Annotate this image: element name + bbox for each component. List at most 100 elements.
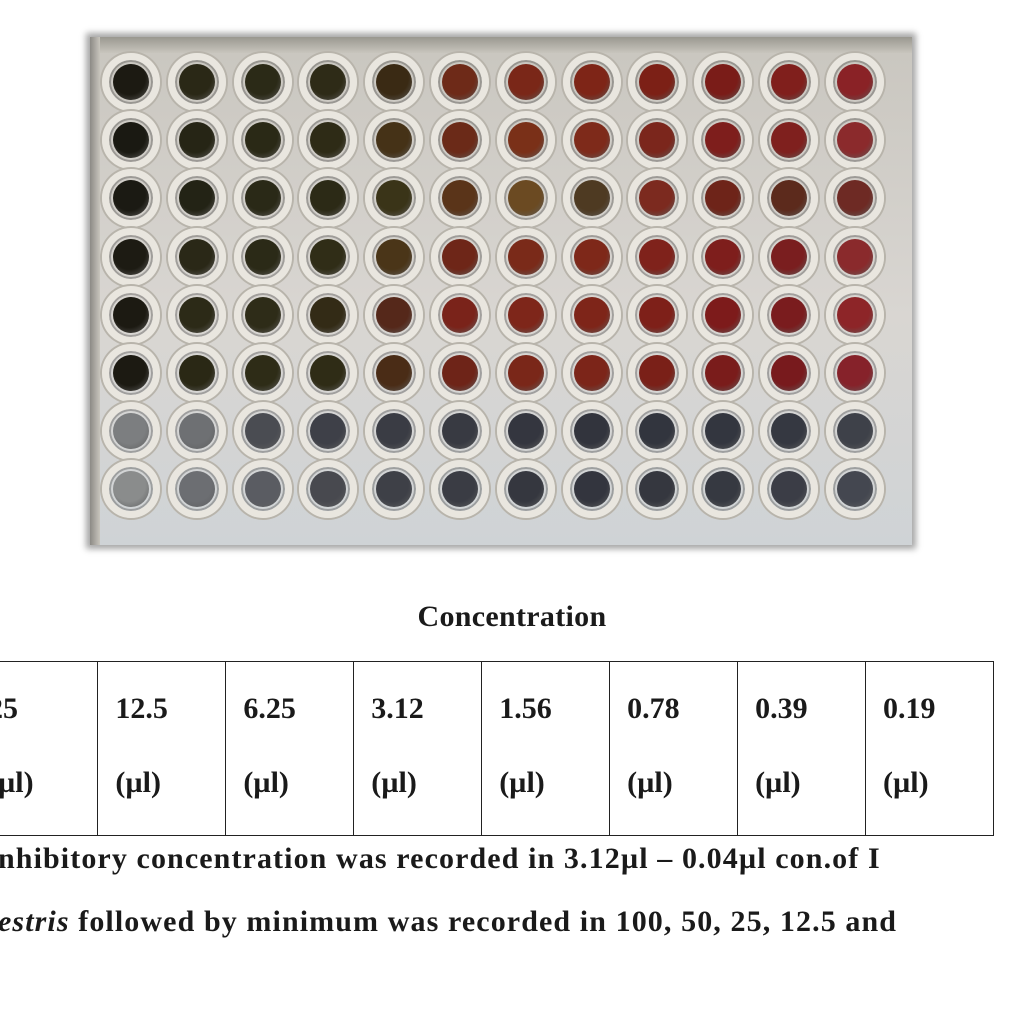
table-cell: 3.12 (µl): [353, 661, 483, 836]
cell-value: 0.78: [627, 692, 680, 725]
well-contents: [113, 238, 149, 275]
plate-well: [102, 169, 160, 228]
plate-well: [496, 111, 555, 170]
plate-well: [825, 53, 884, 111]
plate-well: [431, 111, 489, 170]
plate-well: [167, 460, 226, 519]
plate-well: [760, 285, 818, 344]
well-contents: [113, 355, 149, 391]
well-contents: [376, 296, 413, 333]
well-contents: [771, 64, 807, 100]
well-contents: [639, 238, 676, 275]
plate-well: [562, 169, 621, 228]
table-row: 25 (µl) 12.5 (µl) 6.25 (µl) 3.12 (µl) 1.56 (µ…: [0, 661, 994, 836]
plate-well: [167, 169, 226, 228]
well-contents: [639, 355, 676, 391]
well-contents: [244, 413, 281, 450]
plate-well: [562, 402, 621, 461]
well-contents: [244, 471, 281, 508]
well-contents: [442, 180, 478, 217]
well-contents: [705, 471, 742, 508]
plate-well: [694, 227, 753, 286]
table-cell: 25 (µl): [0, 661, 99, 836]
well-contents: [113, 180, 149, 217]
well-contents: [639, 471, 676, 508]
plate-well: [562, 53, 621, 111]
well-contents: [442, 238, 478, 275]
well-contents: [836, 64, 873, 100]
well-contents: [639, 180, 676, 217]
well-contents: [244, 296, 281, 333]
cell-value: 6.25: [243, 692, 296, 725]
well-contents: [639, 413, 676, 450]
plate-well: [825, 344, 884, 402]
concentration-table: 25 (µl) 12.5 (µl) 6.25 (µl) 3.12 (µl) 1.56 (µ…: [0, 661, 994, 836]
plate-well: [760, 53, 818, 111]
plate-well: [694, 111, 753, 170]
table-cell: 1.56 (µl): [481, 661, 611, 836]
plate-well: [562, 460, 621, 519]
plate-well: [760, 402, 818, 461]
well-contents: [310, 296, 347, 333]
well-contents: [113, 122, 149, 159]
cell-value: 0.39: [755, 692, 808, 725]
well-contents: [771, 122, 807, 159]
plate-well: [825, 227, 884, 286]
plate-well: [760, 169, 818, 228]
plate-well: [102, 344, 160, 402]
caption-line: estris followed by minimum was recorded …: [0, 905, 897, 939]
table-cell: 0.39 (µl): [737, 661, 866, 836]
well-contents: [376, 413, 413, 450]
well-contents: [573, 413, 610, 450]
plate-well: [102, 460, 160, 519]
plate-well: [167, 285, 226, 344]
plate-well: [562, 285, 621, 344]
plate-well: [365, 169, 424, 228]
well-contents: [705, 238, 742, 275]
well-contents: [507, 471, 544, 508]
table-cell: 0.78 (µl): [609, 661, 739, 836]
well-contents: [771, 471, 807, 508]
well-contents: [507, 296, 544, 333]
well-contents: [836, 355, 873, 391]
well-contents: [310, 64, 347, 100]
plate-well: [167, 344, 226, 402]
well-contents: [573, 471, 610, 508]
well-contents: [442, 64, 478, 100]
plate-well: [760, 111, 818, 170]
well-contents: [771, 238, 807, 275]
plate-well: [233, 53, 292, 111]
well-contents: [113, 296, 149, 333]
plate-well: [299, 285, 358, 344]
well-contents: [507, 122, 544, 159]
well-contents: [573, 122, 610, 159]
plate-well: [102, 53, 160, 111]
plate-well: [167, 111, 226, 170]
plate-well: [167, 402, 226, 461]
well-contents: [771, 413, 807, 450]
plate-well: [628, 227, 687, 286]
plate-well: [299, 53, 358, 111]
plate-well: [167, 227, 226, 286]
plate-well: [299, 169, 358, 228]
table-cell: 6.25 (µl): [225, 661, 355, 836]
well-contents: [573, 355, 610, 391]
plate-well: [496, 53, 555, 111]
plate-well: [760, 344, 818, 402]
well-contents: [310, 355, 347, 391]
well-contents: [376, 238, 413, 275]
plate-well: [102, 402, 160, 461]
well-contents: [705, 180, 742, 217]
well-contents: [836, 471, 873, 508]
well-contents: [573, 296, 610, 333]
plate-well: [825, 460, 884, 519]
well-contents: [113, 471, 149, 508]
well-contents: [705, 413, 742, 450]
plate-well: [431, 285, 489, 344]
cell-unit: (µl): [371, 766, 417, 799]
well-contents: [507, 413, 544, 450]
well-contents: [310, 180, 347, 217]
plate-well: [167, 53, 226, 111]
plate-well: [694, 53, 753, 111]
cell-value: 1.56: [499, 692, 552, 725]
